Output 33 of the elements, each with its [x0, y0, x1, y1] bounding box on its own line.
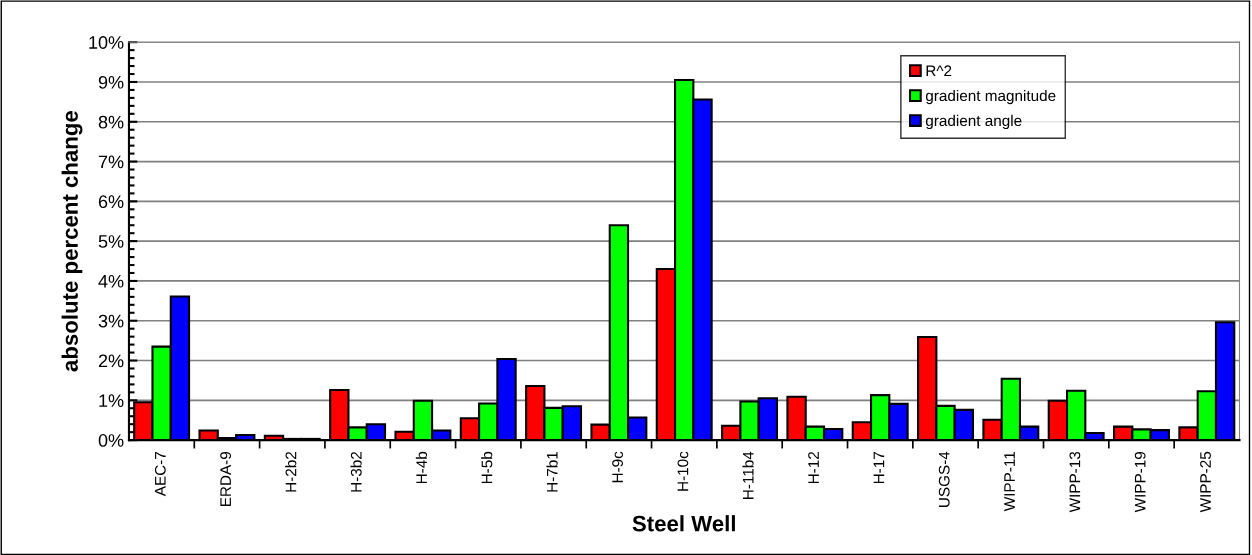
- y-tick-label: 9%: [98, 75, 124, 89]
- y-tick-label: 6%: [98, 195, 124, 209]
- legend-label: R^2: [926, 65, 952, 77]
- y-tick-label: 2%: [98, 354, 124, 368]
- x-tick-label: H-4b: [415, 451, 428, 484]
- y-tick-label: 5%: [98, 235, 124, 248]
- legend-label: gradient magnitude: [925, 89, 1056, 105]
- x-tick-label: H-11b4: [742, 451, 754, 499]
- legend-label: gradient angle: [925, 114, 1022, 130]
- y-axis-title: absolute percent change: [61, 111, 83, 372]
- x-tick-label: H-10c: [677, 451, 689, 491]
- x-tick-label: AEC-7: [154, 451, 166, 497]
- x-tick-label: WIPP-25: [1200, 451, 1211, 513]
- x-tick-label: H-17: [873, 451, 885, 484]
- y-tick-label: 1%: [99, 394, 124, 407]
- y-tick-label: 3%: [98, 314, 124, 328]
- x-tick-label: H-9c: [612, 451, 623, 483]
- x-tick-label: WIPP-11: [1004, 451, 1015, 512]
- x-axis-title: Steel Well: [632, 515, 735, 532]
- y-tick-label: 8%: [98, 115, 124, 129]
- y-tick-label: 7%: [98, 155, 124, 169]
- x-tick-label: WIPP-13: [1069, 451, 1081, 513]
- x-tick-label: H-12: [808, 451, 819, 484]
- x-tick-label: USGS-4: [938, 451, 950, 507]
- y-tick-label: 10%: [89, 36, 124, 49]
- x-tick-label: H-3b2: [350, 451, 362, 492]
- y-tick-label: 0%: [98, 434, 124, 447]
- x-tick-label: ERDA-9: [220, 451, 232, 506]
- x-tick-label: H-2b2: [285, 451, 297, 492]
- x-tick-label: WIPP-19: [1134, 451, 1146, 513]
- x-tick-label: H-5b: [481, 451, 493, 484]
- x-tick-label: H-7b1: [546, 451, 558, 492]
- y-tick-label: 4%: [98, 274, 124, 288]
